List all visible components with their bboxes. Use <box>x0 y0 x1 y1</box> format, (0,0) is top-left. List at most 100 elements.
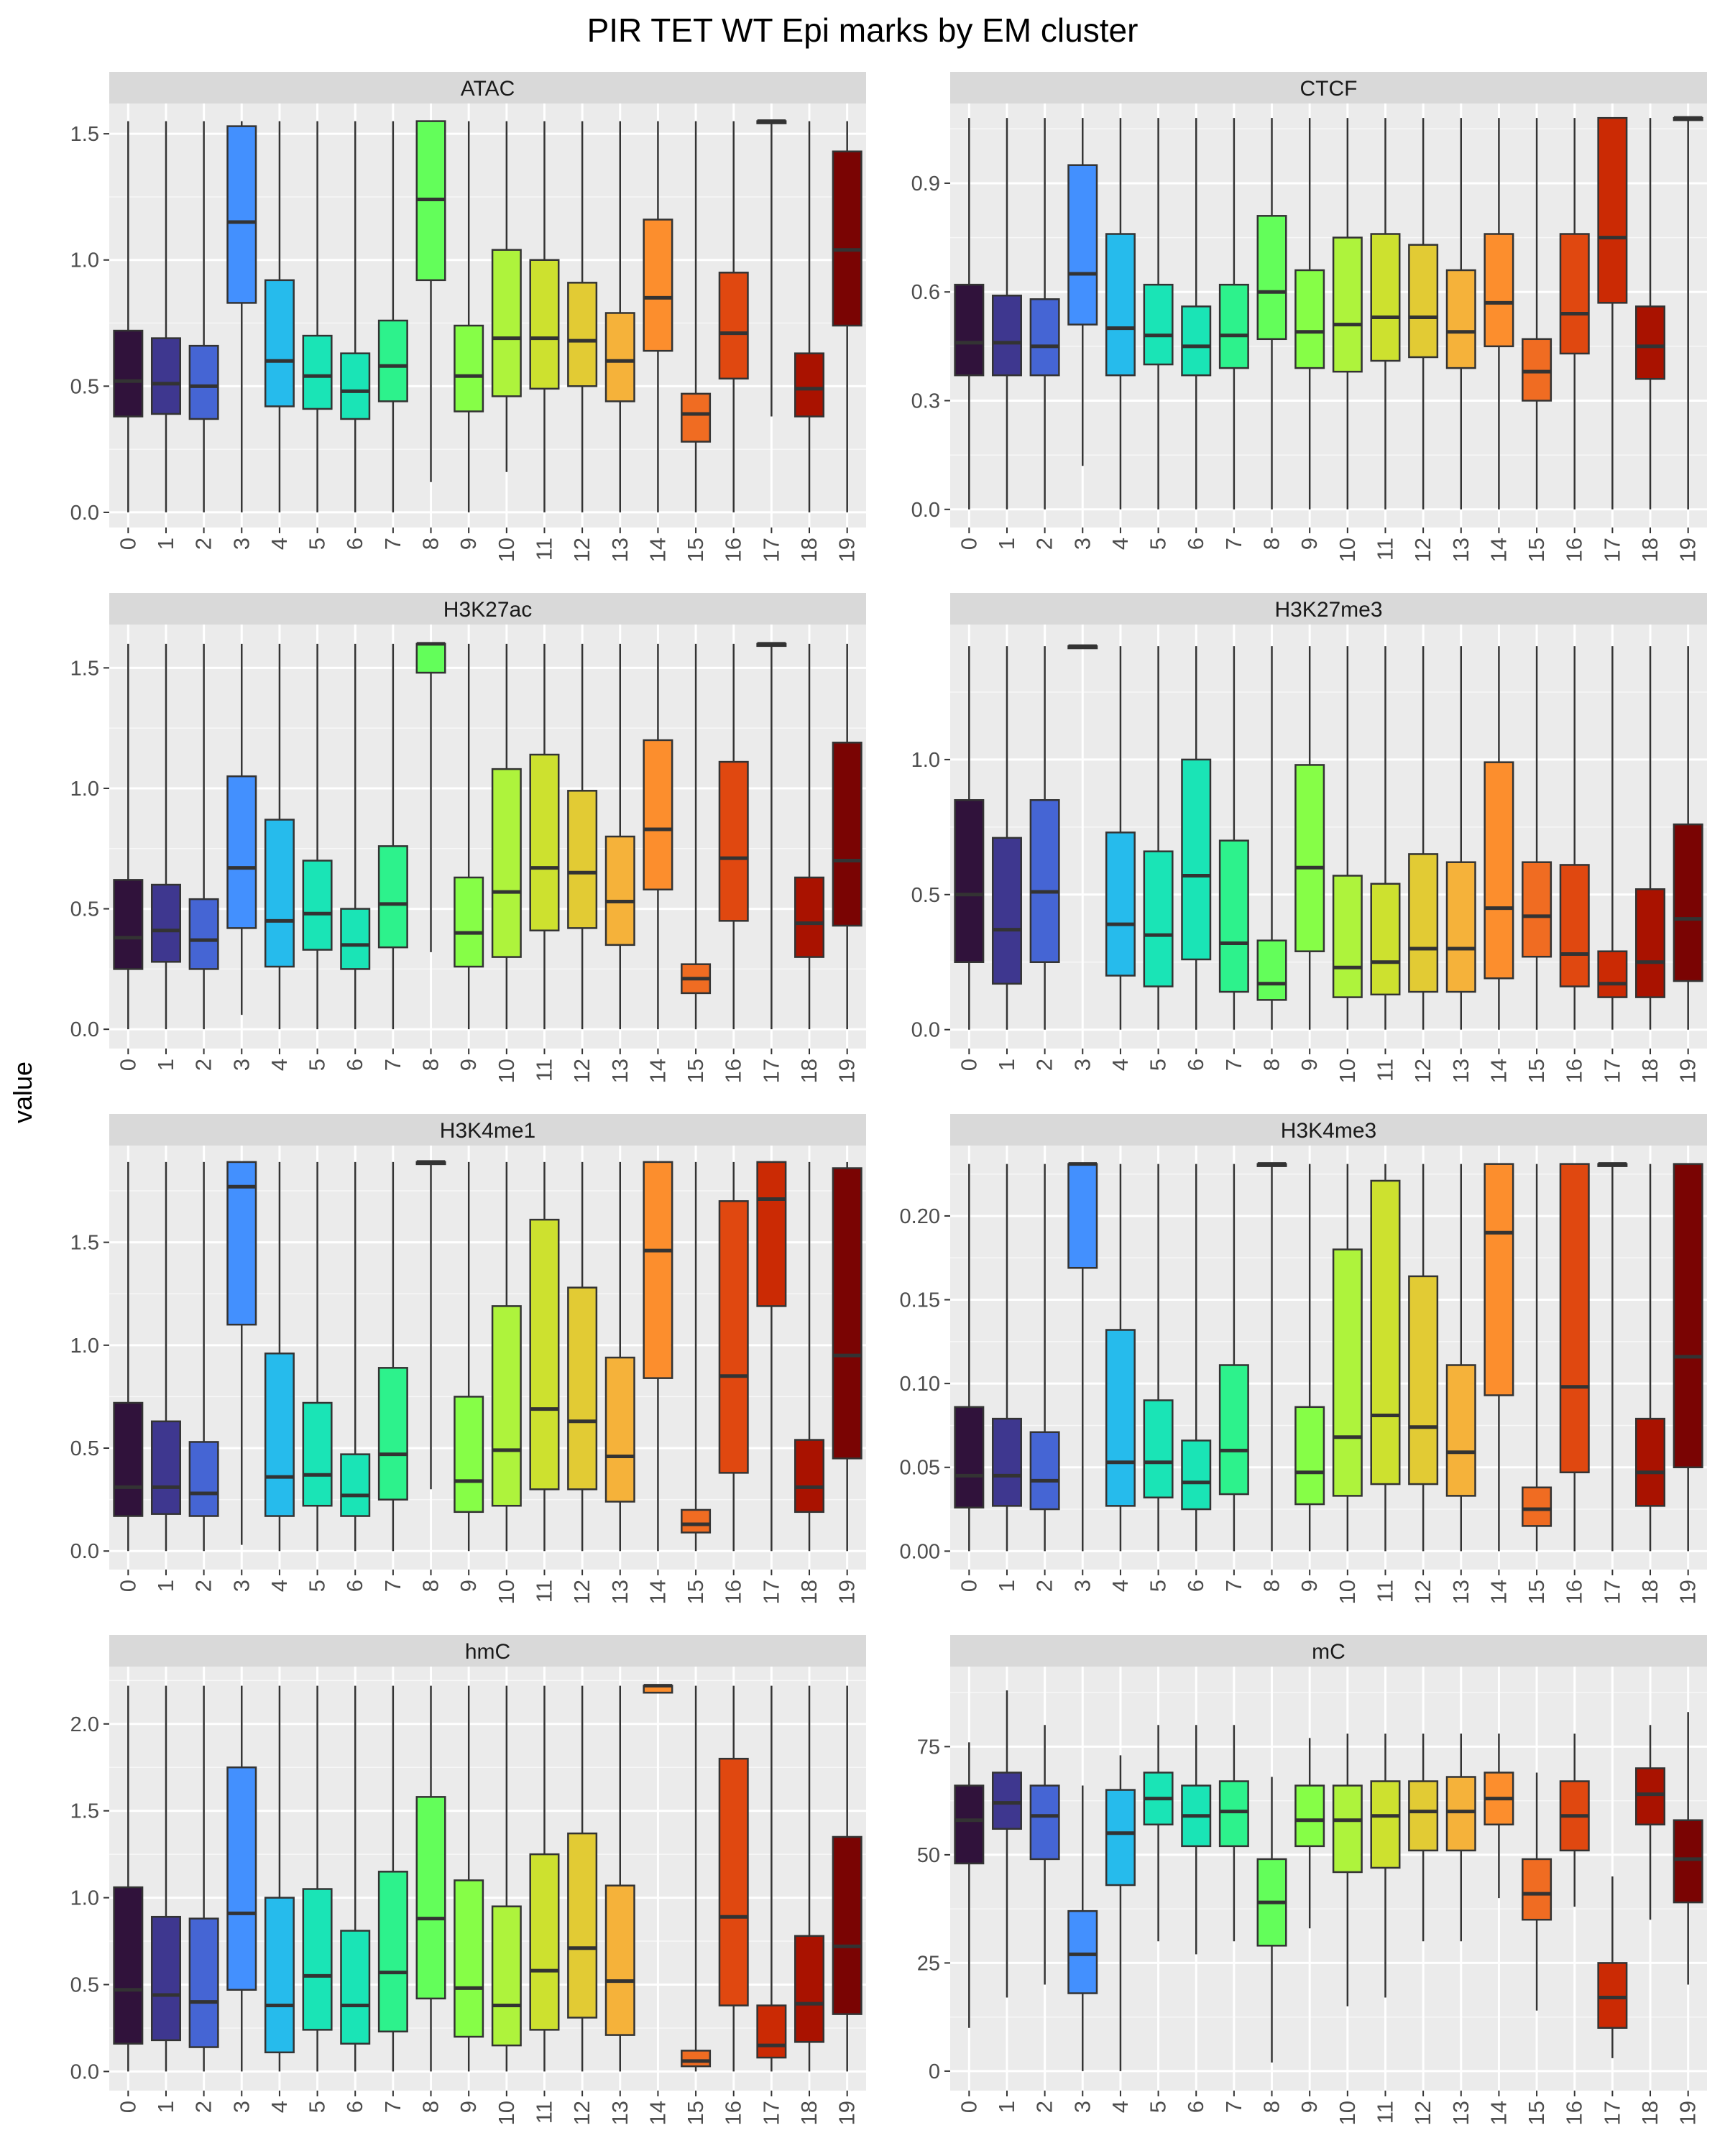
x-tick-label: 14 <box>1486 1580 1511 1604</box>
x-tick-label: 4 <box>267 1059 292 1071</box>
box-mc-7 <box>1218 1725 1249 1942</box>
box-iqr <box>377 319 408 402</box>
box-iqr <box>150 1420 181 1515</box>
y-tick-label: 1.5 <box>70 657 99 680</box>
x-tick-label: 10 <box>494 538 519 562</box>
x-tick-label: 7 <box>1221 2101 1246 2113</box>
x-tick-label: 0 <box>115 1580 140 1592</box>
box-h3k27ac-3 <box>226 643 257 1015</box>
panel-background-h3k4me1 <box>109 1146 866 1570</box>
box-hmc-9 <box>454 1685 484 2072</box>
box-iqr <box>1673 1819 1703 1904</box>
x-tick-label: 14 <box>1486 1059 1511 1083</box>
strip-h3k4me1 <box>109 1114 866 1146</box>
box-ctcf-10 <box>1332 118 1363 510</box>
strip-h3k4me3 <box>950 1114 1707 1146</box>
box-iqr <box>1105 233 1136 377</box>
box-hmc-7 <box>377 1685 408 2072</box>
box-iqr <box>832 150 862 327</box>
box-h3k27me3-17 <box>1597 646 1628 1030</box>
y-tick-label: 0.5 <box>70 1974 99 1997</box>
box-h3k27ac-4 <box>264 643 295 1030</box>
box-iqr <box>188 344 219 420</box>
box-h3k27ac-6 <box>340 643 371 1030</box>
box-h3k27ac-1 <box>150 643 181 1030</box>
x-tick-label: 4 <box>1108 538 1133 550</box>
x-tick-label: 4 <box>1108 1580 1133 1592</box>
y-tick-label: 0.6 <box>911 281 940 304</box>
y-tick-label: 0.5 <box>70 898 99 921</box>
x-tick-label: 1 <box>153 2101 178 2113</box>
box-mc-17 <box>1597 1876 1628 2058</box>
box-iqr <box>794 352 825 418</box>
box-iqr <box>954 1784 985 1865</box>
x-tick-label: 1 <box>153 538 178 550</box>
box-iqr <box>643 1161 673 1379</box>
box-iqr <box>954 283 985 377</box>
box-iqr <box>1067 1909 1098 1994</box>
box-iqr <box>1370 233 1401 362</box>
box-mc-2 <box>1029 1725 1060 1985</box>
box-hmc-11 <box>529 1685 560 2072</box>
x-tick-label: 0 <box>956 1580 981 1592</box>
box-iqr <box>1294 764 1325 952</box>
box-hmc-16 <box>718 1685 749 2072</box>
box-mc-14 <box>1484 1733 1514 1899</box>
x-tick-label: 0 <box>115 1059 140 1071</box>
box-ctcf-11 <box>1370 118 1401 510</box>
strip-atac <box>109 72 866 103</box>
box-h3k27ac-19 <box>832 643 862 1030</box>
box-iqr <box>1445 1364 1476 1497</box>
box-iqr <box>302 1888 333 2031</box>
x-tick-label: 11 <box>1372 1059 1397 1082</box>
x-tick-label: 3 <box>1070 538 1095 550</box>
box-iqr <box>1332 1248 1363 1497</box>
x-tick-label: 4 <box>267 538 292 550</box>
panel-background-ctcf <box>950 103 1707 528</box>
box-iqr <box>1635 305 1666 380</box>
x-tick-label: 12 <box>1410 1059 1435 1083</box>
panel-background-atac <box>109 103 866 528</box>
box-iqr <box>1181 758 1212 961</box>
x-tick-label: 3 <box>229 1059 254 1071</box>
y-tick-label: 0.20 <box>900 1205 940 1228</box>
x-tick-label: 11 <box>1372 1580 1397 1603</box>
x-tick-label: 16 <box>721 2101 746 2125</box>
box-h3k27me3-10 <box>1332 646 1363 1030</box>
box-iqr <box>1597 950 1628 998</box>
box-hmc-1 <box>150 1685 181 2072</box>
x-tick-label: 15 <box>1524 1059 1549 1083</box>
box-hmc-18 <box>794 1685 825 2072</box>
x-tick-label: 13 <box>607 1059 632 1083</box>
x-tick-label: 11 <box>531 2101 556 2124</box>
box-h3k27me3-18 <box>1635 646 1666 1030</box>
box-iqr <box>113 1886 144 2045</box>
box-iqr <box>454 1879 484 2038</box>
box-mc-5 <box>1143 1725 1174 1942</box>
box-ctcf-19 <box>1673 116 1703 510</box>
box-h3k4me3-1 <box>991 1164 1022 1552</box>
x-tick-label: 4 <box>1108 2101 1133 2113</box>
x-tick-label: 15 <box>683 1059 708 1083</box>
box-iqr <box>681 392 712 443</box>
box-iqr <box>1370 1780 1401 1869</box>
x-tick-label: 3 <box>1070 1059 1095 1071</box>
x-tick-label: 5 <box>305 538 330 550</box>
x-tick-label: 18 <box>1637 1580 1662 1604</box>
box-iqr <box>1067 1163 1098 1269</box>
x-tick-label: 16 <box>1562 1580 1587 1604</box>
box-atac-18 <box>794 121 825 512</box>
box-h3k4me1-3 <box>226 1161 257 1545</box>
box-hmc-6 <box>340 1685 371 2072</box>
x-tick-label: 9 <box>1297 2101 1322 2113</box>
box-h3k27me3-13 <box>1445 646 1476 1030</box>
box-h3k4me1-10 <box>491 1161 522 1552</box>
box-iqr <box>1105 1789 1136 1886</box>
x-tick-label: 5 <box>1146 1580 1171 1592</box>
y-tick-label: 0.9 <box>911 172 940 195</box>
box-h3k27ac-10 <box>491 643 522 1030</box>
box-iqr <box>567 1286 598 1491</box>
box-iqr <box>1332 1784 1363 1874</box>
x-tick-label: 11 <box>531 538 556 561</box>
